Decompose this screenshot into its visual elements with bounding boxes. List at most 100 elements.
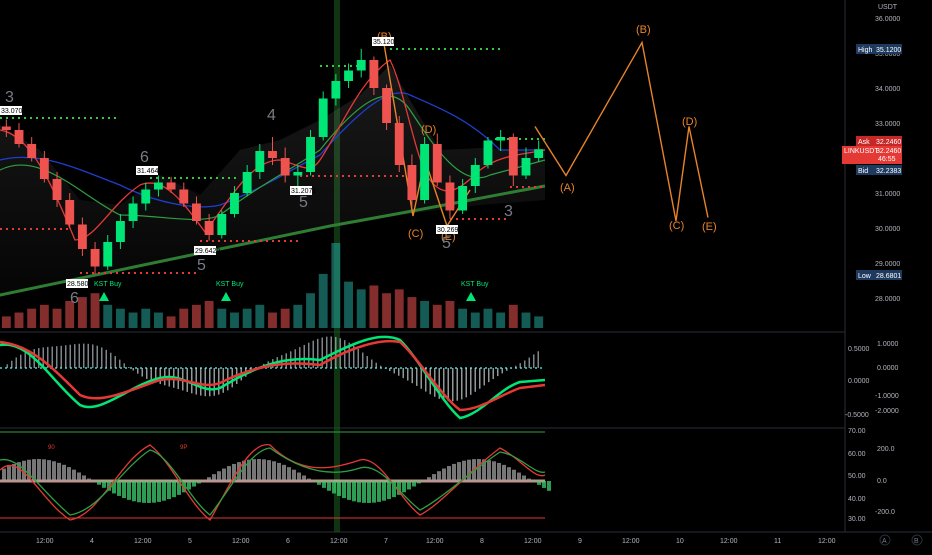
osc2-hist-bar xyxy=(487,460,491,481)
candle-body xyxy=(268,151,277,158)
osc2-hist-bar xyxy=(307,479,311,481)
wave-label-chart-d: (D) xyxy=(421,124,436,136)
time-axis-tick: 12:00 xyxy=(818,538,836,545)
wave-count: 6 xyxy=(70,290,79,307)
osc1-hist-bar xyxy=(538,351,540,368)
high-label: High 35.1200 xyxy=(856,44,902,54)
osc1-hist-bar xyxy=(403,368,405,378)
volume-bar xyxy=(179,309,188,328)
candle-body xyxy=(103,242,112,267)
volume-bar xyxy=(522,313,531,328)
osc2-hist-bar xyxy=(407,481,411,489)
volume-bar xyxy=(116,309,125,328)
low-label-value: 28.6801 xyxy=(876,273,901,280)
osc2-hist-bar xyxy=(142,481,146,503)
ask-label: Ask 32.2460 xyxy=(856,136,902,146)
osc1-hist-bar xyxy=(74,344,76,368)
osc1-axis-left: -0.5000 xyxy=(845,412,869,419)
osc2-hist-bar xyxy=(132,481,136,501)
volume-bar xyxy=(91,293,100,328)
volume-bar xyxy=(395,289,404,328)
osc2-hist-bar xyxy=(302,475,306,481)
osc1-hist-bar xyxy=(488,368,490,382)
osc2-hist-bar xyxy=(42,459,46,481)
candle-body xyxy=(205,221,214,235)
candle-body xyxy=(319,99,328,138)
osc2-axis-left: 40.00 xyxy=(848,496,866,503)
volume-bar xyxy=(496,313,505,328)
candle-body xyxy=(91,249,100,267)
osc2-hist-bar xyxy=(322,481,326,488)
osc2-hist-bar xyxy=(267,460,271,481)
time-axis-tick: 12:00 xyxy=(524,538,542,545)
wave-label-chart-c: (C) xyxy=(408,228,423,240)
osc1-hist-bar xyxy=(70,345,72,368)
osc1-hist-bar xyxy=(520,363,522,368)
price-axis-tick: 30.0000 xyxy=(875,226,900,233)
volume-bar xyxy=(433,305,442,328)
osc2-hist-bar xyxy=(217,471,221,481)
candle-body xyxy=(167,183,176,190)
kst-buy-label: KST Buy xyxy=(461,281,489,288)
time-axis-tick: 12:00 xyxy=(330,538,348,545)
last-price-label: LINKUSDT 32.2460 46:55 xyxy=(842,146,902,164)
osc1-hist-bar xyxy=(133,368,135,371)
candle-body xyxy=(344,71,353,82)
osc2-hist-bar xyxy=(542,481,546,488)
volume-bar xyxy=(192,305,201,328)
volume-bar xyxy=(344,282,353,328)
candle-body xyxy=(40,158,49,179)
osc1-hist-bar xyxy=(502,368,504,373)
osc1-hist-bar xyxy=(380,366,382,368)
time-axis-tick: 12:00 xyxy=(720,538,738,545)
volume-bar xyxy=(534,316,543,328)
volume-bar xyxy=(382,293,391,328)
wave-count: 6 xyxy=(140,149,149,166)
high-label-title: High xyxy=(858,47,873,54)
volume-bar xyxy=(293,305,302,328)
osc1-hist-bar xyxy=(106,350,108,368)
wave-count: 5 xyxy=(299,194,308,211)
osc2-hist-bar xyxy=(432,474,436,481)
osc1-axis-right: 0.0000 xyxy=(877,365,899,372)
osc1-hist-bar xyxy=(299,347,301,368)
bar-countdown: 46:55 xyxy=(878,156,896,163)
wave-count: 3 xyxy=(504,203,513,220)
kst-buy-label: KST Buy xyxy=(94,281,122,288)
osc2-hist-bar xyxy=(47,460,51,481)
osc2-hist-bar xyxy=(172,481,176,497)
osc1-axis-right: -1.0000 xyxy=(875,393,899,400)
candle-body xyxy=(27,144,36,158)
osc2-hist-bar xyxy=(342,481,346,498)
candle-body xyxy=(78,225,87,250)
price-box: 28.5801 xyxy=(67,281,92,288)
candle-body xyxy=(509,137,518,176)
volume-bar xyxy=(458,309,467,328)
osc2-hist-bar xyxy=(147,481,151,503)
candle-body xyxy=(293,172,302,176)
candle-body xyxy=(154,183,163,190)
osc2-hist-bar xyxy=(507,467,511,481)
osc2-hist-bar xyxy=(117,481,121,496)
volume-bar xyxy=(484,309,493,328)
volume-bar xyxy=(167,316,176,328)
candle-body xyxy=(129,204,138,222)
osc1-hist-bar xyxy=(7,364,9,368)
osc1-hist-bar xyxy=(115,356,117,368)
osc1-hist-bar xyxy=(65,345,67,368)
osc2-hist-bar xyxy=(502,465,506,481)
volume-bar xyxy=(268,313,277,328)
osc2-axis-left: 50.00 xyxy=(848,473,866,480)
buy-arrow-icon xyxy=(99,292,109,301)
low-label: Low 28.6801 xyxy=(856,270,902,280)
osc1-signal-green xyxy=(0,337,545,418)
osc2-hist-bar xyxy=(87,479,91,481)
osc1-hist-bar xyxy=(88,344,90,368)
osc1-hist-bar xyxy=(479,368,481,389)
candle-body xyxy=(65,200,74,225)
osc1-hist-bar xyxy=(506,368,508,371)
osc1-axis-right: -2.0000 xyxy=(875,408,899,415)
